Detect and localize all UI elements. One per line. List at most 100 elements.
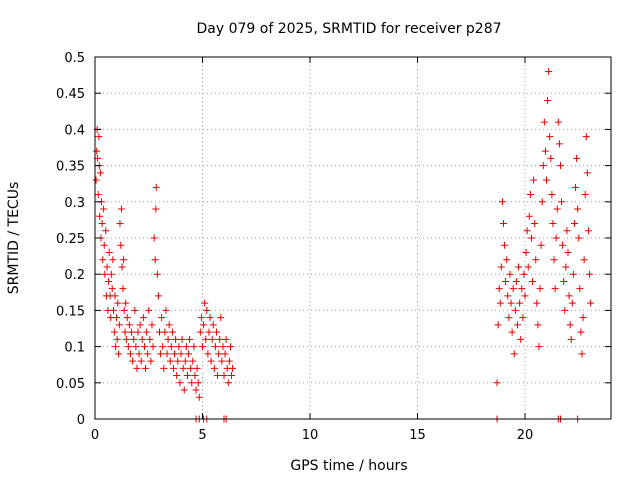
data-points	[92, 67, 595, 423]
data-point	[582, 133, 590, 141]
data-point	[523, 227, 531, 235]
data-point	[506, 270, 514, 278]
y-tick-label: 0.35	[56, 160, 85, 175]
data-point	[563, 227, 571, 235]
data-point	[115, 321, 123, 329]
data-point	[541, 147, 549, 155]
data-point	[139, 314, 147, 322]
y-tick-label: 0	[77, 413, 85, 428]
data-point	[587, 299, 595, 307]
data-point	[100, 241, 108, 249]
data-point	[119, 285, 127, 293]
data-point	[117, 205, 125, 213]
data-point	[570, 220, 578, 228]
data-point	[519, 314, 527, 322]
data-point	[501, 241, 509, 249]
data-point	[154, 292, 162, 300]
data-point	[551, 285, 559, 293]
data-point	[526, 191, 534, 199]
data-point	[103, 263, 111, 271]
data-point	[543, 176, 550, 184]
data-point	[164, 335, 172, 343]
data-point	[553, 205, 561, 213]
data-point	[205, 328, 213, 336]
y-tick-label: 0.45	[56, 87, 85, 102]
data-point	[217, 314, 225, 322]
data-point	[118, 263, 126, 271]
data-point	[149, 343, 157, 351]
data-point	[532, 256, 540, 264]
data-point	[105, 277, 113, 285]
data-point	[99, 256, 107, 264]
y-tick-labels: 0 0.05 0.1 0.15 0.2 0.25 0.3 0.35 0.4 0.45 0.5	[56, 51, 85, 428]
data-point	[516, 299, 524, 307]
data-point	[126, 350, 134, 358]
data-point	[189, 357, 197, 365]
data-point	[502, 277, 510, 285]
data-point	[210, 364, 218, 372]
data-point	[504, 292, 512, 300]
data-point	[175, 343, 183, 351]
data-point	[187, 364, 195, 372]
data-point	[215, 350, 223, 358]
data-point	[565, 292, 573, 300]
data-point	[152, 183, 160, 191]
data-point	[572, 183, 580, 191]
data-point	[507, 299, 515, 307]
data-point	[145, 306, 153, 314]
data-point	[195, 393, 203, 401]
data-point	[96, 212, 104, 220]
data-point	[556, 162, 564, 170]
data-point	[177, 350, 185, 358]
chart-title: Day 079 of 2025, SRMTID for receiver p28…	[196, 21, 501, 37]
data-point	[153, 270, 161, 278]
data-point	[168, 328, 176, 336]
data-point	[143, 328, 151, 336]
data-point	[137, 357, 145, 365]
data-point	[494, 321, 502, 329]
data-point	[584, 227, 592, 235]
data-point	[537, 241, 545, 249]
data-point	[496, 299, 504, 307]
data-point	[583, 169, 591, 177]
data-point	[107, 270, 115, 278]
data-point	[92, 176, 100, 184]
data-point	[152, 205, 160, 213]
x-tick-label: 10	[302, 428, 319, 443]
data-point	[105, 248, 113, 256]
data-point	[120, 306, 128, 314]
data-point	[520, 270, 528, 278]
data-point	[527, 234, 535, 242]
data-point	[140, 343, 148, 351]
data-point	[515, 263, 523, 271]
data-point	[577, 328, 585, 336]
data-point	[546, 133, 554, 141]
data-point	[102, 227, 110, 235]
data-point	[216, 335, 224, 343]
data-point	[157, 350, 165, 358]
data-point	[194, 379, 202, 387]
data-point	[576, 285, 584, 293]
data-point	[505, 314, 513, 322]
data-point	[225, 357, 233, 365]
data-point	[150, 234, 158, 242]
data-point	[169, 364, 177, 372]
data-point	[142, 364, 150, 372]
data-point	[167, 343, 175, 351]
x-tick-label: 5	[198, 428, 206, 443]
data-point	[135, 350, 143, 358]
x-tick-label: 15	[409, 428, 426, 443]
y-tick-label: 0.4	[64, 123, 85, 138]
data-point	[179, 364, 187, 372]
data-point	[192, 386, 200, 394]
data-point	[100, 205, 108, 213]
data-point	[510, 350, 518, 358]
data-point	[495, 285, 503, 293]
data-point	[497, 263, 505, 271]
data-point	[185, 350, 193, 358]
x-tick-label: 20	[517, 428, 534, 443]
data-point	[212, 328, 220, 336]
data-point	[166, 357, 174, 365]
data-point	[115, 350, 123, 358]
data-point	[108, 285, 116, 293]
